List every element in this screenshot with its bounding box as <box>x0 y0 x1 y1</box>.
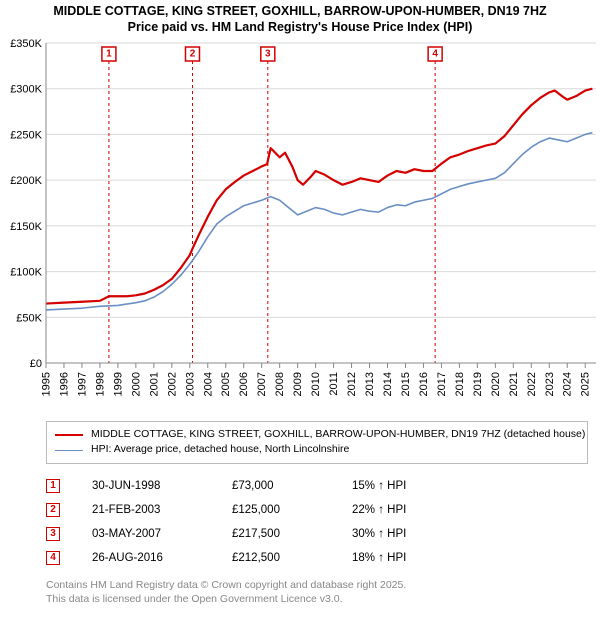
x-tick-label: 2021 <box>508 372 520 396</box>
x-tick-label: 2007 <box>256 372 268 396</box>
x-tick-label: 2013 <box>364 372 376 396</box>
x-tick-label: 2000 <box>130 372 142 396</box>
x-tick-label: 2022 <box>526 372 538 396</box>
legend-item-2: HPI: Average price, detached house, Nort… <box>55 442 579 457</box>
copyright: Contains HM Land Registry data © Crown c… <box>46 578 588 606</box>
x-tick-label: 2024 <box>562 372 574 396</box>
sale-marker-4: 4 <box>46 551 60 565</box>
legend-item-1: MIDDLE COTTAGE, KING STREET, GOXHILL, BA… <box>55 427 579 442</box>
x-tick-label: 2011 <box>328 372 340 396</box>
x-tick-label: 2006 <box>238 372 250 396</box>
x-tick-label: 2019 <box>472 372 484 396</box>
chart-container: MIDDLE COTTAGE, KING STREET, GOXHILL, BA… <box>0 0 600 620</box>
legend-label-2: HPI: Average price, detached house, Nort… <box>91 442 349 457</box>
sale-pct-3: 30% ↑ HPI <box>352 528 482 540</box>
x-tick-label: 1997 <box>76 372 88 396</box>
y-tick-label: £50K <box>16 313 42 325</box>
y-tick-label: £350K <box>10 38 42 50</box>
sale-pct-4: 18% ↑ HPI <box>352 552 482 564</box>
sales-row-3: 3 03-MAY-2007 £217,500 30% ↑ HPI <box>46 522 588 546</box>
y-tick-label: £100K <box>10 267 42 279</box>
sale-price-2: £125,000 <box>232 504 352 516</box>
sale-marker-number: 3 <box>265 49 271 60</box>
x-tick-label: 2014 <box>382 372 394 396</box>
copyright-line-1: Contains HM Land Registry data © Crown c… <box>46 578 588 592</box>
x-tick-label: 2025 <box>580 372 592 396</box>
sale-marker-number: 1 <box>106 49 112 60</box>
y-tick-label: £150K <box>10 221 42 233</box>
sale-date-3: 03-MAY-2007 <box>92 528 232 540</box>
x-tick-label: 2010 <box>310 372 322 396</box>
x-tick-label: 2004 <box>202 372 214 396</box>
x-tick-label: 1995 <box>41 372 53 396</box>
series-hpi <box>46 133 592 310</box>
x-tick-label: 2008 <box>274 372 286 396</box>
legend-label-1: MIDDLE COTTAGE, KING STREET, GOXHILL, BA… <box>91 427 585 442</box>
sales-row-1: 1 30-JUN-1998 £73,000 15% ↑ HPI <box>46 474 588 498</box>
sale-price-1: £73,000 <box>232 480 352 492</box>
sale-marker-1: 1 <box>46 479 60 493</box>
y-tick-label: £0 <box>30 358 42 370</box>
x-tick-label: 2009 <box>292 372 304 396</box>
sale-pct-2: 22% ↑ HPI <box>352 504 482 516</box>
sale-pct-1: 15% ↑ HPI <box>352 480 482 492</box>
copyright-line-2: This data is licensed under the Open Gov… <box>46 592 588 606</box>
sale-price-4: £212,500 <box>232 552 352 564</box>
sale-marker-2: 2 <box>46 503 60 517</box>
x-tick-label: 2023 <box>544 372 556 396</box>
sale-marker-number: 2 <box>190 49 196 60</box>
x-tick-label: 1999 <box>112 372 124 396</box>
title-line-1: MIDDLE COTTAGE, KING STREET, GOXHILL, BA… <box>10 4 590 20</box>
x-tick-label: 2005 <box>220 372 232 396</box>
chart-title: MIDDLE COTTAGE, KING STREET, GOXHILL, BA… <box>0 0 600 37</box>
legend-swatch-blue <box>55 450 83 451</box>
sale-date-2: 21-FEB-2003 <box>92 504 232 516</box>
x-tick-label: 2012 <box>346 372 358 396</box>
sales-row-2: 2 21-FEB-2003 £125,000 22% ↑ HPI <box>46 498 588 522</box>
sale-date-1: 30-JUN-1998 <box>92 480 232 492</box>
sales-row-4: 4 26-AUG-2016 £212,500 18% ↑ HPI <box>46 546 588 570</box>
x-tick-label: 2018 <box>454 372 466 396</box>
sale-date-4: 26-AUG-2016 <box>92 552 232 564</box>
x-tick-label: 1998 <box>94 372 106 396</box>
y-tick-label: £300K <box>10 84 42 96</box>
y-tick-label: £250K <box>10 130 42 142</box>
x-tick-label: 2016 <box>418 372 430 396</box>
sale-marker-3: 3 <box>46 527 60 541</box>
sales-table: 1 30-JUN-1998 £73,000 15% ↑ HPI 2 21-FEB… <box>46 474 588 570</box>
sale-price-3: £217,500 <box>232 528 352 540</box>
x-tick-label: 2001 <box>148 372 160 396</box>
y-tick-label: £200K <box>10 175 42 187</box>
legend-swatch-red <box>55 434 83 436</box>
x-tick-label: 2003 <box>184 372 196 396</box>
x-tick-label: 1996 <box>58 372 70 396</box>
sale-marker-number: 4 <box>432 49 438 60</box>
chart-svg: £0 £50K £100K £150K £200K £250K £300K £350K 1995… <box>0 37 600 417</box>
legend: MIDDLE COTTAGE, KING STREET, GOXHILL, BA… <box>46 421 588 463</box>
x-tick-label: 2002 <box>166 372 178 396</box>
title-line-2: Price paid vs. HM Land Registry's House … <box>10 20 590 36</box>
x-tick-label: 2020 <box>490 372 502 396</box>
x-tick-label: 2017 <box>436 372 448 396</box>
x-tick-label: 2015 <box>400 372 412 396</box>
chart-plot-wrap: £0 £50K £100K £150K £200K £250K £300K £350K 1995… <box>0 37 600 417</box>
